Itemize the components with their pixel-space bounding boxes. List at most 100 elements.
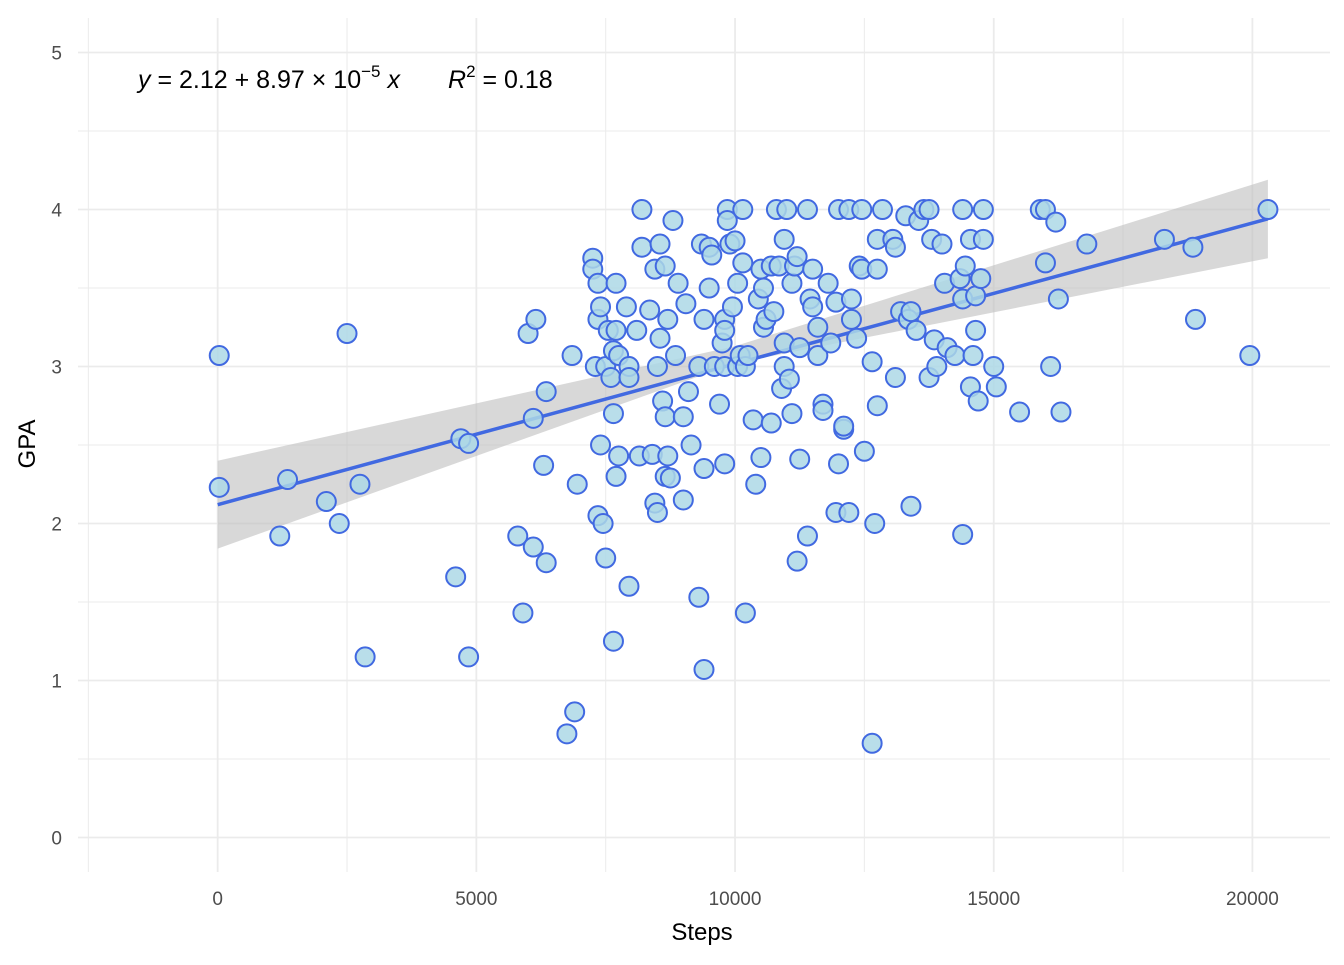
data-point (745, 473, 767, 495)
data-point (1047, 288, 1069, 310)
data-point (884, 366, 906, 388)
confidence-band (217, 179, 1268, 549)
regression-equation: y = 2.12 + 8.97 × 10−5 x (136, 62, 401, 94)
data-point (926, 356, 948, 378)
tick-labels: 0 5000 10000 15000 20000 0 1 2 3 4 5 (51, 44, 1278, 910)
data-point (781, 272, 803, 294)
data-point (659, 467, 681, 489)
y-tick-label: 5 (51, 44, 62, 65)
data-point (866, 258, 888, 280)
x-tick-label: 20000 (1226, 889, 1279, 910)
data-point (737, 345, 759, 367)
data-point (1076, 233, 1098, 255)
data-point (693, 658, 715, 680)
data-point (590, 434, 612, 456)
data-point (714, 319, 736, 341)
data-point (840, 288, 862, 310)
data-point (639, 299, 661, 321)
data-point (952, 199, 974, 221)
r-squared-exponent: 2 (466, 62, 475, 81)
data-point (349, 473, 371, 495)
data-point (654, 255, 676, 277)
data-point (812, 399, 834, 421)
data-point (807, 316, 829, 338)
x-axis-title: Steps (671, 919, 732, 946)
data-point (721, 296, 743, 318)
data-point (840, 308, 862, 330)
data-point (626, 319, 648, 341)
data-point (646, 502, 668, 524)
data-point (952, 523, 974, 545)
data-points (208, 199, 1279, 754)
data-point (693, 308, 715, 330)
data-point (533, 454, 555, 476)
data-point (208, 345, 230, 367)
x-tick-label: 15000 (967, 889, 1020, 910)
data-point (776, 199, 798, 221)
data-point (807, 345, 829, 367)
data-point (983, 356, 1005, 378)
data-point (724, 230, 746, 252)
data-point (631, 199, 653, 221)
confidence-band-layer (217, 179, 1268, 549)
data-point (861, 732, 883, 754)
data-point (965, 319, 987, 341)
data-point (701, 244, 723, 266)
data-point (535, 552, 557, 574)
y-tick-label: 2 (51, 514, 62, 535)
data-point (853, 440, 875, 462)
data-point (714, 453, 736, 475)
data-point (763, 301, 785, 323)
data-point (665, 345, 687, 367)
data-point (556, 723, 578, 745)
y-tick-label: 0 (51, 828, 62, 849)
data-point (605, 319, 627, 341)
data-point (595, 547, 617, 569)
data-point (828, 453, 850, 475)
data-point (688, 586, 710, 608)
data-point (970, 268, 992, 290)
data-point (561, 345, 583, 367)
data-point (602, 403, 624, 425)
data-point (592, 512, 614, 534)
equation-y-variable: y (136, 66, 152, 94)
data-point (618, 366, 640, 388)
data-point (962, 345, 984, 367)
data-point (709, 393, 731, 415)
data-point (773, 228, 795, 250)
data-point (716, 210, 738, 232)
data-point (208, 476, 230, 498)
data-point (931, 233, 953, 255)
data-point (817, 272, 839, 294)
data-point (667, 272, 689, 294)
data-point (1239, 345, 1261, 367)
data-point (1184, 308, 1206, 330)
data-point (680, 434, 702, 456)
data-point (600, 366, 622, 388)
data-point (445, 566, 467, 588)
data-point (566, 473, 588, 495)
equation-x-variable: x (381, 66, 402, 94)
data-point (1034, 252, 1056, 274)
data-point (918, 199, 940, 221)
data-point (900, 495, 922, 517)
data-point (605, 465, 627, 487)
data-point (657, 308, 679, 330)
data-point (972, 199, 994, 221)
data-point (615, 296, 637, 318)
data-point (605, 272, 627, 294)
data-point (786, 550, 808, 572)
data-point (649, 233, 671, 255)
data-point (1009, 401, 1031, 423)
x-tick-label: 5000 (455, 889, 497, 910)
y-tick-label: 1 (51, 671, 62, 692)
data-point (1153, 228, 1175, 250)
data-point (1257, 199, 1279, 221)
r-squared-variable: R (448, 66, 466, 94)
data-point (354, 646, 376, 668)
data-point (677, 381, 699, 403)
data-point (905, 319, 927, 341)
y-tick-label: 4 (51, 201, 62, 222)
data-point (672, 406, 694, 428)
data-point (778, 368, 800, 390)
